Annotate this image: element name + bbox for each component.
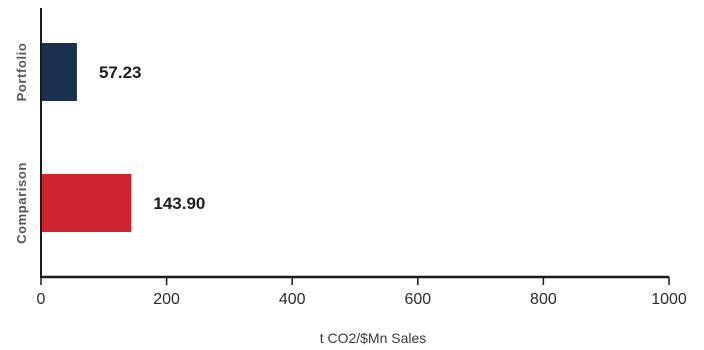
bars-group	[42, 43, 132, 232]
labels-group: 57.23 Portfolio 143.90 Comparison	[14, 43, 205, 244]
category-label-portfolio: Portfolio	[14, 43, 29, 102]
category-label-comparison: Comparison	[14, 162, 29, 244]
x-axis-title: t CO2/$Mn Sales	[320, 330, 427, 346]
x-tick-label: 1000	[651, 291, 687, 308]
x-tick-label: 0	[37, 291, 46, 308]
x-axis-ticks: 0 200 400 600 800 1000	[37, 277, 687, 308]
bar-portfolio	[42, 43, 77, 101]
x-tick-label: 800	[530, 291, 557, 308]
data-label-portfolio: 57.23	[99, 63, 142, 82]
bar-comparison	[42, 174, 132, 232]
x-tick-label: 200	[153, 291, 180, 308]
chart-axes	[40, 8, 669, 279]
x-tick-label: 400	[279, 291, 306, 308]
x-tick-label: 600	[404, 291, 431, 308]
data-label-comparison: 143.90	[153, 194, 205, 213]
